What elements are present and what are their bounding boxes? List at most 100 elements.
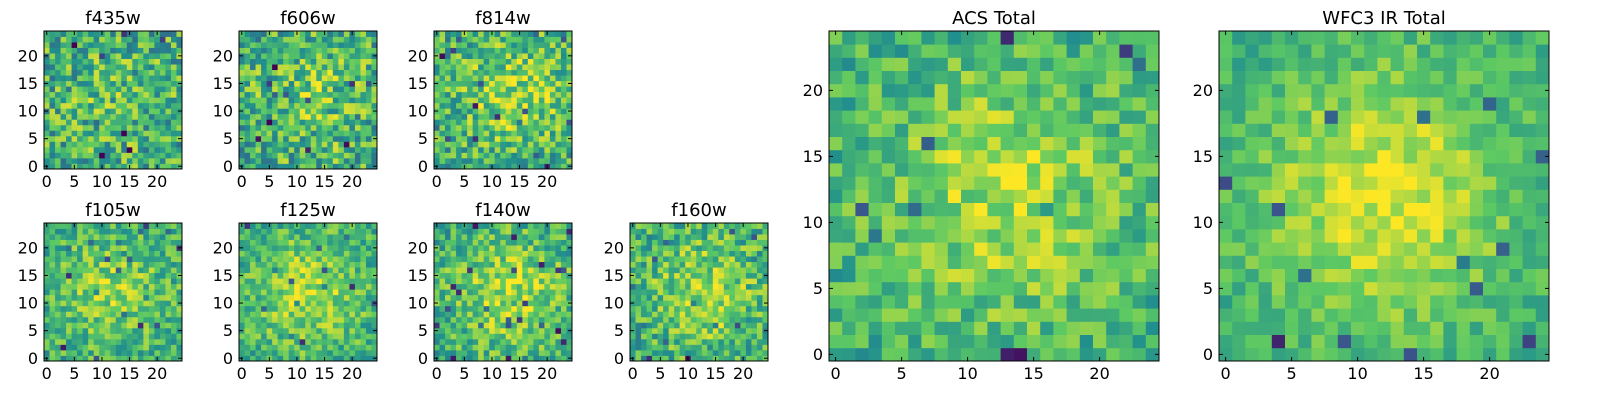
heatmap-cell (450, 355, 457, 362)
heatmap-cell (961, 242, 975, 256)
heatmap-cell (255, 69, 262, 76)
heatmap-cell (88, 163, 95, 170)
heatmap-cell (522, 146, 529, 153)
heatmap-cell (723, 234, 730, 240)
heatmap-cell (555, 97, 562, 104)
heatmap-cell (516, 53, 523, 59)
heatmap-cell (762, 223, 769, 229)
heatmap-cell (527, 316, 534, 323)
heatmap-cell (244, 322, 251, 329)
heatmap-cell (371, 75, 378, 82)
heatmap-cell (321, 234, 328, 240)
heatmap-cell (310, 152, 317, 159)
heatmap-cell (549, 141, 556, 148)
heatmap-cell (343, 124, 350, 131)
heatmap-cell (165, 234, 172, 240)
heatmap-cell (450, 256, 457, 263)
heatmap-cell (66, 141, 72, 148)
heatmap-cell (685, 333, 692, 340)
heatmap-cell (934, 229, 949, 243)
heatmap-cell (88, 223, 95, 229)
heatmap-cell (170, 119, 177, 126)
heatmap-cell (71, 344, 78, 351)
heatmap-cell (261, 47, 267, 54)
heatmap-cell (740, 234, 747, 240)
heatmap-cell (277, 327, 284, 334)
heatmap-cell (365, 344, 372, 351)
heatmap-cell (121, 113, 128, 120)
heatmap-cell (349, 283, 356, 290)
heatmap-cell (115, 86, 122, 93)
heatmap-cell (354, 283, 361, 290)
heatmap-cell (745, 349, 752, 356)
heatmap-cell (538, 141, 545, 148)
heatmap-cell (500, 267, 507, 274)
heatmap-cell (115, 130, 122, 137)
heatmap-cell (751, 355, 758, 362)
heatmap-cell (1040, 176, 1054, 190)
heatmap-cell (321, 267, 328, 274)
panel-title: f140w (475, 200, 530, 221)
heatmap-cell (49, 234, 56, 240)
heatmap-cell (277, 344, 284, 351)
heatmap-cell (60, 141, 67, 148)
heatmap-cell (756, 305, 763, 312)
heatmap-cell (272, 152, 279, 159)
heatmap-cell (1106, 242, 1120, 256)
heatmap-cell (674, 349, 681, 356)
heatmap-cell (126, 130, 133, 137)
heatmap-cell (527, 349, 534, 356)
y-tick-label: 10 (18, 102, 38, 121)
heatmap-cell (132, 86, 139, 93)
heatmap-cell (947, 229, 962, 243)
heatmap-cell (527, 80, 534, 87)
heatmap-cell (456, 135, 462, 142)
heatmap-cell (148, 31, 155, 37)
heatmap-cell (734, 223, 741, 229)
heatmap-cell (115, 261, 122, 268)
heatmap-cell (855, 268, 869, 283)
heatmap-cell (1132, 281, 1147, 296)
heatmap-cell (489, 256, 496, 263)
heatmap-cell (349, 333, 356, 340)
heatmap-cell (310, 69, 317, 76)
heatmap-cell (855, 176, 869, 190)
heatmap-cell (310, 289, 317, 296)
heatmap-cell (445, 267, 451, 274)
heatmap-cell (66, 322, 72, 329)
heatmap-cell (505, 75, 512, 82)
heatmap-cell (115, 283, 122, 290)
heatmap-cell (987, 268, 1001, 283)
heatmap-cell (439, 239, 446, 246)
heatmap-cell (829, 242, 843, 256)
heatmap-cell (712, 300, 719, 307)
heatmap-cell (343, 234, 350, 240)
heatmap-cell (365, 53, 372, 59)
panel-title: f435w (85, 8, 140, 29)
heatmap-cell (908, 176, 922, 190)
heatmap-cell (371, 333, 378, 340)
heatmap-cell (121, 47, 128, 54)
heatmap-cell (511, 69, 518, 76)
heatmap-cell (1132, 347, 1147, 362)
heatmap-cell (434, 344, 440, 351)
heatmap-cell (652, 245, 658, 251)
heatmap-cell (668, 278, 675, 285)
heatmap-cell (549, 256, 556, 263)
heatmap-cell (143, 91, 150, 98)
heatmap-cell (360, 283, 367, 290)
heatmap-cell (701, 349, 708, 356)
heatmap-cell (434, 119, 440, 126)
heatmap-cell (88, 311, 95, 318)
heatmap-cell (434, 239, 440, 246)
heatmap-cell (461, 36, 468, 43)
y-tick-label: 20 (18, 238, 38, 257)
panel-title: f125w (280, 200, 335, 221)
heatmap-cell (137, 163, 144, 170)
heatmap-cell (115, 311, 122, 318)
heatmap-cell (365, 300, 372, 307)
heatmap-cell (283, 42, 290, 48)
heatmap-cell (49, 223, 56, 229)
heatmap-cell (734, 283, 741, 290)
heatmap-cell (450, 102, 457, 109)
